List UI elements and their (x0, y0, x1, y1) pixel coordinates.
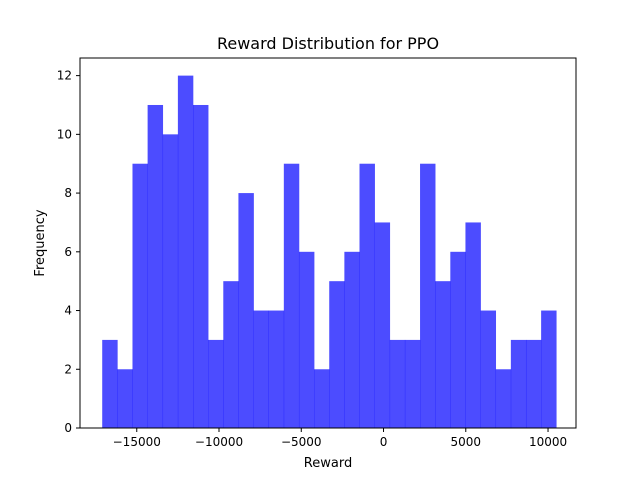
histogram-bar (253, 310, 269, 428)
histogram-bar (283, 163, 300, 428)
histogram-bar (329, 281, 345, 428)
histogram-bar (193, 104, 209, 428)
x-tick-label: −10000 (195, 435, 243, 449)
histogram-bar (298, 251, 315, 428)
y-tick-label: 4 (64, 304, 72, 318)
y-tick-label: 10 (57, 127, 72, 141)
histogram-bar (389, 339, 406, 428)
histogram-bar (359, 163, 375, 428)
x-axis-ticks: −15000 −10000 −5000 0 5000 10000 (113, 428, 567, 449)
x-tick-label: 5000 (451, 435, 482, 449)
histogram-bar (495, 369, 512, 428)
y-tick-label: 12 (57, 69, 72, 83)
histogram-bar (177, 75, 194, 428)
chart-title: Reward Distribution for PPO (217, 34, 439, 53)
histogram-bar (404, 339, 421, 428)
histogram-bar (541, 310, 557, 428)
histogram-bar (102, 339, 118, 428)
histogram-bar (450, 251, 466, 428)
histogram-bar (510, 339, 527, 428)
x-tick-label: 10000 (529, 435, 567, 449)
histogram-bar (435, 281, 451, 428)
x-axis-label: Reward (304, 456, 352, 471)
y-tick-label: 6 (64, 245, 72, 259)
histogram-bar (162, 134, 179, 428)
plot-frame (79, 57, 577, 429)
x-tick-label: −5000 (281, 435, 322, 449)
histogram-bar (268, 310, 285, 428)
histogram-bar (238, 193, 254, 428)
histogram-bar (525, 339, 542, 428)
histogram-bar (374, 222, 391, 428)
histogram-bar (132, 163, 148, 428)
x-tick-label: 0 (380, 435, 388, 449)
histogram-bar (208, 339, 224, 428)
y-tick-label: 2 (64, 362, 72, 376)
x-tick-label: −15000 (113, 435, 161, 449)
histogram-bar (420, 163, 436, 428)
histogram-bar (223, 281, 239, 428)
histogram-bar (147, 104, 164, 428)
histogram-bar (314, 369, 330, 428)
y-tick-label: 0 (64, 421, 72, 435)
histogram-bar (480, 310, 497, 428)
y-tick-label: 8 (64, 186, 72, 200)
y-axis-ticks: 0 2 4 6 8 10 12 (57, 69, 80, 435)
histogram-bar (465, 222, 481, 428)
y-axis-label: Frequency (33, 209, 48, 276)
histogram-bar (117, 369, 133, 428)
bars-group (102, 75, 557, 428)
histogram-bar (344, 251, 360, 428)
